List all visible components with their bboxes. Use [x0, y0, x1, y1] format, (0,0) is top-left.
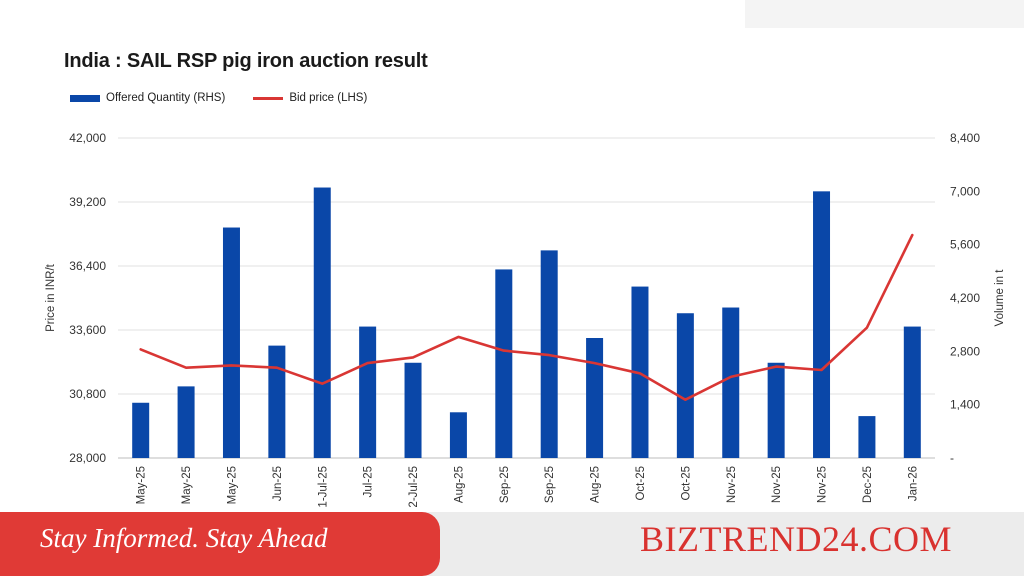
x-tick-label: Aug-25	[453, 466, 465, 503]
y-tick-label-right: 7,000	[950, 184, 980, 198]
brand-logo-text: BIZTREND24.COM	[640, 519, 952, 559]
legend-label-offered-quantity: Offered Quantity (RHS)	[106, 92, 226, 104]
x-tick-label: Nov-25	[817, 466, 829, 503]
legend-item-bid-price: Bid price (LHS)	[253, 92, 367, 104]
chart-title: India : SAIL RSP pig iron auction result	[64, 50, 428, 72]
x-tick-label: Sep-25	[499, 466, 511, 503]
x-tick-label: Sep-25	[544, 466, 556, 503]
right-axis-ticks: 8,400 7,000 5,600 4,200 2,800 1,400 -	[950, 131, 980, 465]
x-tick-label: Jul-25	[363, 466, 375, 497]
bar	[404, 362, 422, 458]
x-tick-label: Oct-25	[680, 466, 692, 501]
bar	[268, 345, 286, 458]
x-tick-label: 2-Jul-25	[408, 466, 420, 508]
y-tick-label-left: 33,600	[69, 323, 106, 337]
top-decor-strip	[745, 0, 1024, 28]
y-tick-label-left: 36,400	[69, 259, 106, 273]
bar	[767, 362, 785, 458]
x-tick-label: Nov-25	[771, 466, 783, 503]
bar-series	[132, 187, 921, 459]
bar	[313, 187, 331, 458]
y-tick-label-left: 39,200	[69, 195, 106, 209]
bar	[586, 338, 604, 458]
y-tick-label-left: 42,000	[69, 131, 106, 145]
x-tick-label: 1-Jul-25	[317, 466, 329, 508]
y-tick-label-left: 28,000	[69, 451, 106, 465]
x-tick-label: May-25	[181, 466, 193, 504]
y-tick-label-left: 30,800	[69, 387, 106, 401]
x-tick-label: Aug-25	[590, 466, 602, 503]
slogan-text: Stay Informed. Stay Ahead	[40, 523, 328, 553]
y-tick-label-right: 5,600	[950, 238, 980, 252]
chart-legend: Offered Quantity (RHS) Bid price (LHS)	[70, 92, 395, 104]
bar	[813, 191, 831, 459]
x-axis-ticks: May-25 May-25 May-25 Jun-25 1-Jul-25 Jul-25 2-…	[136, 466, 920, 508]
y-tick-label-right: -	[950, 451, 954, 465]
y-axis-label-right: Volume in t	[994, 269, 1006, 327]
x-tick-label: Oct-25	[635, 466, 647, 501]
x-tick-label: Dec-25	[862, 466, 874, 503]
x-tick-label: Jan-26	[907, 466, 919, 501]
x-tick-label: Nov-25	[726, 466, 738, 503]
bar	[359, 326, 377, 458]
bar	[676, 313, 694, 458]
bar	[722, 307, 740, 458]
bar	[177, 386, 195, 458]
y-tick-label-right: 1,400	[950, 398, 980, 412]
bar	[132, 402, 150, 458]
bid-price-line	[139, 233, 914, 402]
bar	[495, 269, 513, 458]
legend-swatch-line	[253, 96, 284, 100]
line-series	[139, 233, 914, 402]
bar	[449, 412, 467, 458]
left-axis-ticks: 42,000 39,200 36,400 33,600 30,800 28,000	[69, 131, 106, 465]
y-tick-label-right: 4,200	[950, 291, 980, 305]
y-tick-label-right: 2,800	[950, 344, 980, 358]
grid-lines	[118, 137, 935, 459]
x-tick-label: May-25	[226, 466, 238, 504]
legend-swatch-bar	[70, 94, 100, 102]
y-tick-label-right: 8,400	[950, 131, 980, 145]
y-axis-label-left: Price in INR/t	[45, 263, 57, 332]
bar	[903, 326, 921, 458]
x-tick-label: Jun-25	[272, 466, 284, 501]
bar	[858, 416, 876, 458]
slogan-banner	[0, 512, 440, 576]
bar	[222, 227, 240, 458]
legend-item-offered-quantity: Offered Quantity (RHS)	[70, 92, 225, 104]
x-tick-label: May-25	[136, 466, 148, 504]
legend-label-bid-price: Bid price (LHS)	[289, 92, 368, 104]
